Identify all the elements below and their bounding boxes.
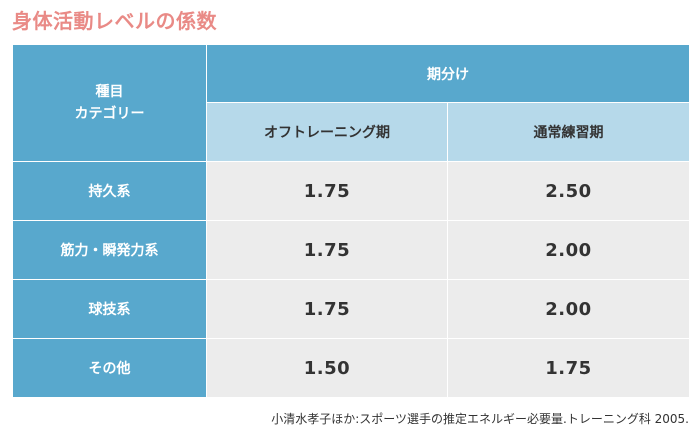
table-subheader-row: オフトレーニング期 通常練習期	[13, 102, 690, 162]
row-category: その他	[12, 338, 207, 398]
category-header-line1: 種目	[95, 84, 124, 100]
activity-factor-table: 種目 カテゴリー 期分け オフトレーニング期 通常練習期 持久系 1.75 2.…	[12, 44, 690, 398]
period-header: 期分け	[206, 44, 690, 103]
table-row: 球技系 1.75 2.00	[12, 279, 690, 339]
table-row: 筋力・瞬発力系 1.75 2.00	[12, 220, 690, 280]
category-header-line2: カテゴリー	[74, 106, 145, 122]
table-row: 持久系 1.75 2.50	[12, 161, 690, 221]
row-category: 筋力・瞬発力系	[12, 220, 207, 280]
row-value-regular: 2.00	[447, 220, 690, 280]
table-row: その他 1.50 1.75	[12, 338, 690, 398]
subheader-off-training: オフトレーニング期	[206, 102, 448, 162]
row-category: 持久系	[12, 161, 207, 221]
source-citation: 小清水孝子ほか:スポーツ選手の推定エネルギー必要量.トレーニング科 2005.	[271, 412, 689, 426]
category-header: 種目 カテゴリー	[12, 44, 207, 162]
page-title: 身体活動レベルの係数	[12, 9, 217, 33]
row-value-off: 1.75	[206, 279, 448, 339]
row-value-off: 1.75	[206, 161, 448, 221]
subheader-regular-training: 通常練習期	[447, 102, 690, 162]
row-category: 球技系	[12, 279, 207, 339]
table-header-row: 種目 カテゴリー 期分け	[12, 44, 690, 162]
row-value-regular: 2.00	[447, 279, 690, 339]
row-value-off: 1.75	[206, 220, 448, 280]
row-value-regular: 1.75	[447, 338, 690, 398]
row-value-regular: 2.50	[447, 161, 690, 221]
row-value-off: 1.50	[206, 338, 448, 398]
